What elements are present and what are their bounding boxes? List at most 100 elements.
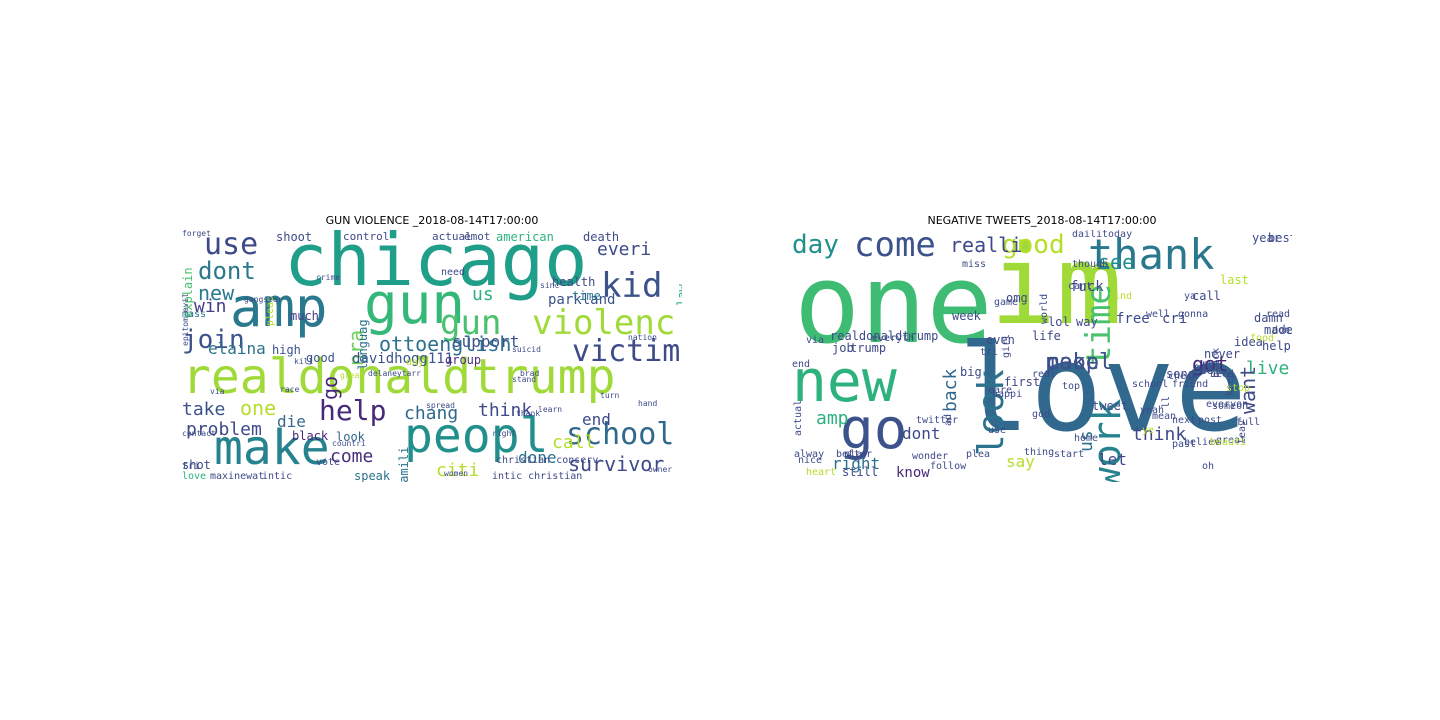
word-thank: thank [1088, 230, 1215, 279]
word-stand: stand [512, 375, 537, 384]
word-mass: mass [182, 309, 207, 320]
word-violenc: violenc [532, 303, 676, 343]
word-group: group [445, 353, 482, 367]
word-via: via [806, 335, 825, 346]
word-first: first [1004, 375, 1041, 389]
left-panel-title: GUN VIOLENCE _2018-08-14T17:00:00 [325, 214, 539, 227]
word-go: go [318, 375, 342, 400]
word-real: real [1032, 369, 1057, 380]
word-health: health [552, 275, 596, 289]
word-right: right [832, 454, 881, 473]
word-done: done [518, 448, 557, 467]
word-end: end [792, 359, 811, 370]
word-made: made [1264, 323, 1292, 337]
word-kid: kid [601, 266, 663, 306]
word-ad: ad [943, 413, 954, 426]
word-gun: gun [364, 272, 466, 337]
word-heart: heart [806, 467, 837, 478]
word-citi: citi [436, 460, 480, 481]
word-idea: idea [1234, 335, 1263, 349]
word-mean: mean [1152, 411, 1177, 422]
word-join: join [182, 325, 245, 355]
word-know: know [896, 465, 930, 481]
word-even: even [986, 333, 1015, 347]
word-survivor: survivor [568, 452, 665, 476]
word-past: past [1172, 439, 1197, 450]
word-daili: daili [1072, 230, 1103, 240]
word-time: time [572, 289, 601, 303]
word-famili: famili [397, 446, 411, 482]
word-love: love [182, 471, 207, 482]
word-crime: crime [316, 273, 341, 282]
word-chang: chang [404, 403, 459, 424]
word-full: full [1236, 417, 1261, 428]
word-way: way [1076, 315, 1098, 329]
word-today: today [1102, 230, 1133, 240]
word-ya: ya [1184, 291, 1197, 302]
word-death: death [583, 230, 620, 244]
word-intic: intic [262, 471, 293, 482]
word-via: via [210, 387, 225, 396]
word-actual: actual [793, 399, 804, 436]
word-miss: miss [962, 259, 987, 270]
word-better: better [836, 449, 873, 460]
word-one: one [794, 240, 993, 368]
word-emot: emot [464, 230, 491, 243]
word-control: control [343, 230, 390, 243]
word-great: great [1216, 435, 1247, 446]
word-thank: thank [516, 409, 541, 418]
word-ye: ye [1142, 425, 1155, 436]
word-tweet: tweet [1092, 399, 1129, 413]
word-call: call [552, 432, 596, 453]
word-big: big [960, 365, 982, 379]
word-gun: gun [440, 303, 502, 343]
word-free: free [1116, 311, 1150, 327]
word-nice: nice [798, 455, 823, 466]
word-care: care [988, 385, 1013, 396]
word-great: great [340, 371, 365, 380]
word-american: american [496, 230, 554, 244]
word-much: much [290, 309, 319, 323]
word-oh: oh [1202, 461, 1215, 472]
word-new: new [198, 281, 235, 305]
word-amp: amp [816, 408, 849, 429]
word-suicid: suicid [512, 345, 541, 354]
word-problem: problem [186, 419, 262, 440]
word-epitom-evil: epitom evil [182, 293, 190, 346]
word-turn: turn [600, 391, 620, 400]
word-well: well [1146, 309, 1171, 320]
word-spread: spread [426, 401, 455, 410]
word-song: song [1166, 367, 1195, 381]
word-day: day [792, 230, 839, 260]
word-go: go [840, 397, 908, 462]
word-stop: stop [1226, 383, 1251, 394]
word-black: black [292, 429, 329, 443]
word-contact: contact [182, 429, 216, 438]
word-languag: languag [356, 319, 370, 370]
word-last: last [1220, 273, 1249, 287]
word-job: job [832, 341, 854, 355]
word-start: start [1054, 449, 1085, 460]
word-school: school [566, 417, 675, 452]
word-school: school [1132, 379, 1169, 390]
word-christian-conserv: christian conserv [496, 455, 599, 466]
word-still: still [842, 465, 879, 479]
word-dont: dont [198, 257, 256, 285]
word-gonna: gonna [1178, 309, 1209, 320]
word-peopl: peopl [404, 408, 549, 464]
word-forget: forget [182, 230, 211, 238]
word-women: women [444, 469, 469, 478]
word-back: back [940, 368, 961, 412]
word-happi: happi [992, 389, 1023, 400]
word-right: right [492, 429, 517, 438]
word-parkland: parkland [548, 292, 616, 308]
word-think: think [1132, 424, 1187, 445]
word-find: find [1108, 291, 1133, 302]
word-plea: plea [966, 449, 991, 460]
word-victim: victim [572, 334, 681, 369]
word-realdonaldtrump: realdonaldtrump [182, 349, 616, 405]
word-one: one [240, 396, 277, 420]
word-davidhogg111: davidhogg111 [352, 351, 454, 367]
word-twitter: twitter [916, 415, 959, 426]
word-take: take [182, 399, 226, 420]
